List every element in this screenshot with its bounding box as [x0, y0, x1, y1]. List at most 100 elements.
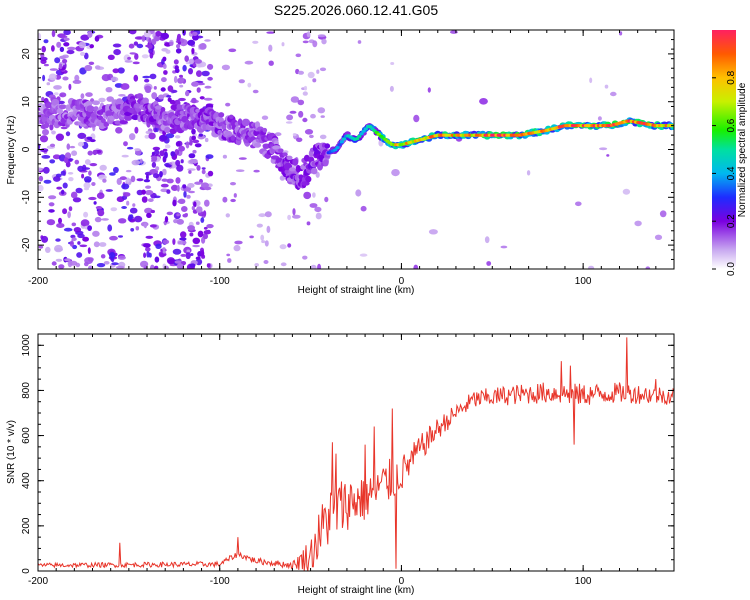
spectrogram-speckle	[112, 43, 122, 48]
spectrogram-speckle	[659, 210, 667, 218]
spectrogram-speckle	[105, 87, 113, 93]
spectrogram-speckle	[69, 260, 78, 266]
snr-frame	[37, 333, 675, 572]
spectrogram-speckle	[83, 167, 90, 170]
spectrogram-speckle	[247, 82, 252, 88]
spectrogram-ridge-core	[361, 129, 366, 133]
spectrogram-speckle	[143, 222, 147, 229]
spectrogram-speckle	[128, 30, 137, 35]
spectrogram-speckle	[101, 218, 109, 221]
spectrogram-speckle	[141, 54, 149, 59]
spectrogram-speckle	[357, 40, 362, 44]
spectrogram-speckle	[84, 159, 91, 165]
spectrogram-speckle	[147, 44, 153, 49]
spectrogram-speckle	[174, 260, 183, 264]
spectrogram-speckle	[450, 30, 458, 34]
spectrogram-speckle	[107, 54, 115, 60]
spectrogram-ytick-label: 20	[21, 48, 32, 60]
snr-ytick-label: 600	[21, 427, 32, 444]
spectrogram-speckle	[186, 194, 191, 199]
spectrogram-speckle	[319, 67, 327, 72]
spectrogram-speckle	[172, 248, 182, 255]
spectrogram-speckle	[121, 206, 127, 209]
spectrogram-speckle	[196, 70, 202, 77]
spectrogram-speckle	[285, 121, 293, 124]
spectrogram-speckle	[194, 181, 203, 185]
spectrogram-speckle	[203, 186, 212, 191]
spectrogram-speckle	[60, 170, 66, 176]
spectrogram-speckle	[73, 227, 82, 233]
spectrogram-speckle	[162, 250, 167, 254]
spectrogram-speckle	[176, 184, 180, 192]
spectrogram-speckle	[297, 99, 305, 106]
spectrogram-speckle	[166, 211, 173, 216]
spectrogram-speckle	[118, 94, 126, 97]
spectrogram-speckle	[484, 236, 490, 244]
spectrogram-ridge-halo	[56, 108, 63, 114]
spectrogram-speckle	[317, 34, 326, 38]
spectrogram-ylabel: Frequency (Hz)	[6, 116, 17, 185]
spectrogram-ridge-halo	[286, 155, 293, 160]
spectrogram-speckle	[192, 31, 198, 36]
spectrogram-speckle	[40, 148, 49, 153]
spectrogram-speckle	[191, 128, 196, 135]
spectrogram-speckle	[39, 56, 48, 62]
spectrogram-speckle	[359, 253, 368, 257]
snr-ytick-label: 200	[21, 517, 32, 534]
snr-ytick-label: 400	[21, 472, 32, 489]
spectrogram-speckle	[67, 172, 74, 175]
spectrogram-speckle	[161, 77, 167, 83]
spectrogram-speckle	[295, 53, 302, 58]
spectrogram-speckle	[106, 96, 114, 102]
spectrogram-speckle	[176, 218, 184, 225]
spectrogram-ridge-core	[357, 134, 362, 138]
spectrogram-speckle	[79, 244, 88, 248]
spectrogram-speckle	[188, 170, 192, 174]
spectrogram-speckle	[206, 224, 214, 229]
spectrogram-speckle	[256, 223, 263, 228]
spectrogram-speckle	[302, 117, 308, 123]
spectrogram-speckle	[169, 41, 174, 46]
spectrogram-ridge-halo	[289, 167, 296, 172]
spectrogram-speckle	[150, 264, 155, 269]
spectrogram-speckle	[132, 61, 140, 65]
spectrogram-speckle	[201, 182, 209, 188]
spectrogram-speckle	[93, 201, 97, 205]
spectrogram-speckle	[83, 211, 89, 218]
spectrogram-ridge-halo	[100, 118, 106, 124]
spectrogram-speckle	[180, 77, 185, 83]
spectrogram-speckle	[113, 166, 119, 174]
spectrogram-speckle	[142, 75, 151, 79]
spectrogram-speckle	[38, 175, 44, 182]
spectrogram-speckle	[103, 261, 110, 265]
spectrogram-speckle	[500, 245, 508, 249]
spectrogram-speckle	[206, 263, 211, 268]
spectrogram-ridge-halo	[114, 120, 122, 125]
spectrogram-speckle	[279, 175, 286, 181]
spectrogram-speckle	[111, 262, 119, 266]
spectrogram-speckle	[41, 155, 51, 159]
spectrogram-speckle	[58, 63, 63, 70]
spectrogram-speckle	[99, 164, 107, 171]
spectrogram-speckle	[201, 70, 210, 77]
spectrogram-ridge-core	[339, 140, 344, 144]
spectrogram-speckle	[163, 70, 168, 75]
spectrogram-speckle	[654, 234, 663, 240]
spectrogram-speckle	[134, 53, 139, 60]
spectrogram-speckle	[93, 241, 100, 248]
spectrogram-ytick-label: -10	[21, 190, 32, 205]
spectrogram-ridge-halo	[282, 152, 288, 157]
spectrogram-speckle	[143, 179, 151, 183]
spectrogram-speckle	[98, 97, 106, 103]
spectrogram-speckle	[204, 85, 212, 89]
colorbar-tick-label: 0.2	[726, 214, 737, 228]
spectrogram-speckle	[610, 91, 617, 97]
spectrogram-speckle	[202, 233, 208, 240]
spectrogram-ridge-halo	[124, 111, 133, 116]
spectrogram-ridge-halo	[218, 112, 225, 118]
spectrogram-speckle	[164, 144, 171, 149]
spectrogram-speckle	[160, 188, 169, 193]
spectrogram-speckle	[88, 196, 97, 201]
spectrogram-speckle	[258, 213, 267, 218]
